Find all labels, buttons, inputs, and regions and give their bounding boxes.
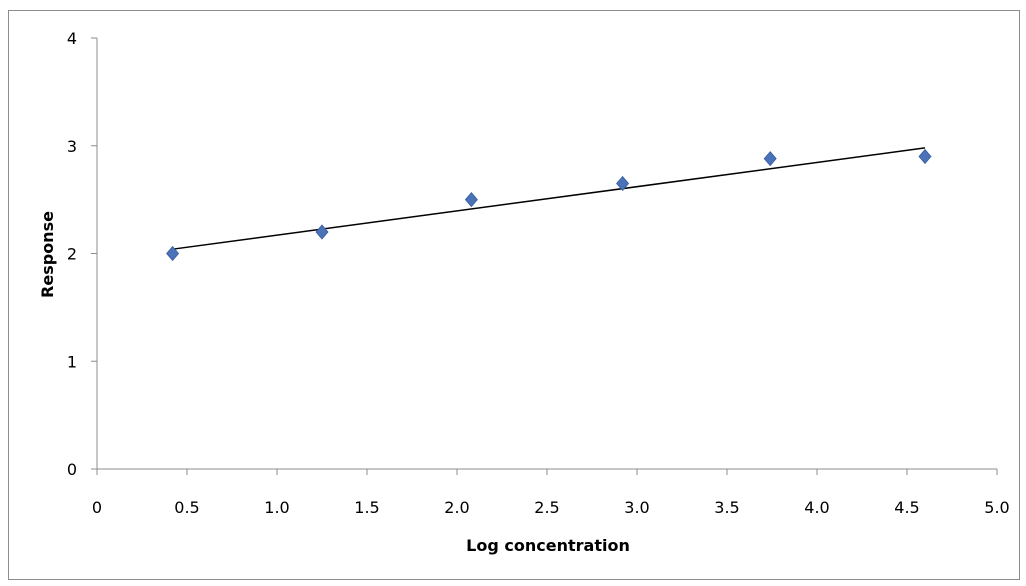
y-tick-label: 4 — [67, 29, 77, 48]
trendline — [172, 147, 926, 250]
y-axis-title: Response — [38, 211, 57, 298]
data-point — [166, 245, 180, 262]
data-point — [763, 151, 777, 167]
data-point — [464, 192, 478, 208]
y-tick-label: 1 — [67, 352, 77, 371]
x-axis-title: Log concentration — [466, 536, 630, 555]
y-tick-label: 3 — [67, 137, 77, 156]
y-tick-label: 2 — [67, 245, 77, 264]
axes — [96, 38, 997, 470]
x-tick-label: 1.0 — [264, 498, 289, 517]
data-point — [315, 224, 329, 240]
y-ticks: 0 1 2 3 4 — [67, 29, 97, 479]
x-tick-label: 0 — [92, 498, 102, 517]
data-points — [166, 148, 932, 262]
data-point — [616, 175, 630, 192]
x-ticks: 0 0.5 1.0 1.5 2.0 2.5 3.0 3.5 4.0 4.5 5.0 — [92, 469, 1010, 517]
x-tick-label: 0.5 — [174, 498, 199, 517]
x-tick-label: 5.0 — [984, 498, 1009, 517]
y-tick-label: 0 — [67, 460, 77, 479]
x-tick-label: 4.5 — [894, 498, 919, 517]
x-tick-label: 3.0 — [624, 498, 649, 517]
x-tick-label: 3.5 — [714, 498, 739, 517]
x-tick-label: 4.0 — [804, 498, 829, 517]
x-tick-label: 2.5 — [534, 498, 559, 517]
x-tick-label: 1.5 — [354, 498, 379, 517]
data-point — [918, 148, 932, 165]
trendline-group — [172, 147, 926, 250]
x-tick-label: 2.0 — [444, 498, 469, 517]
chart-frame — [8, 10, 1020, 580]
